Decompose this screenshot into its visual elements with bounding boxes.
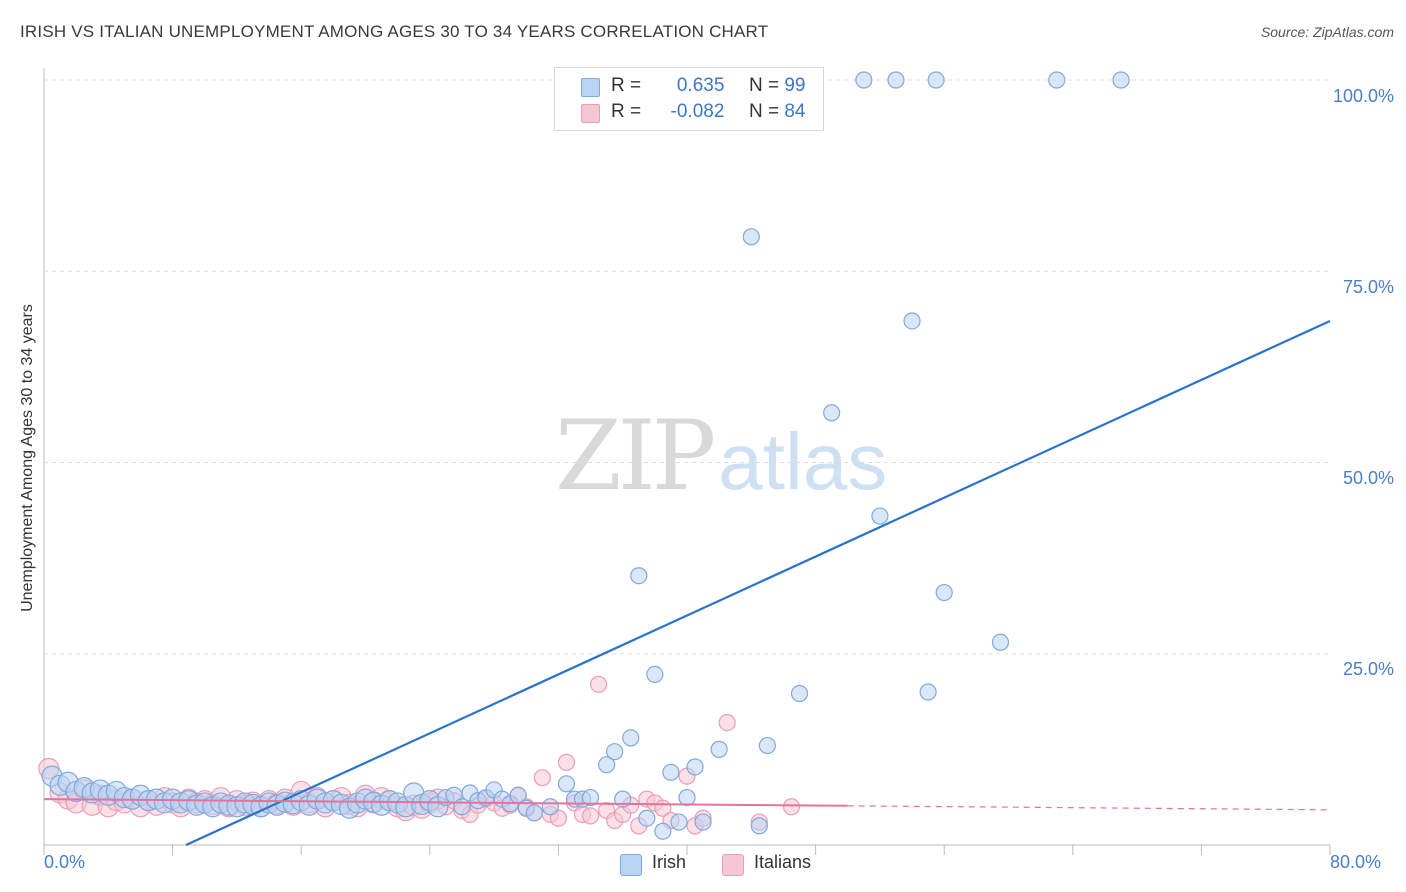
italians-n-label: N = xyxy=(748,101,780,122)
y-tick-label: 50.0% xyxy=(1342,468,1394,488)
irish-point xyxy=(670,813,688,831)
italians-point xyxy=(589,675,608,693)
italians-legend-label: Italians xyxy=(754,852,812,872)
irish-r-label: R = xyxy=(611,75,642,96)
irish-point xyxy=(606,743,624,761)
source-credit: Source: ZipAtlas.com xyxy=(1260,24,1394,40)
italians-legend-swatch xyxy=(722,854,744,876)
irish-point xyxy=(710,740,728,758)
y-tick-label: 100.0% xyxy=(1332,86,1394,106)
irish-trend-line xyxy=(185,319,1331,847)
irish-n-value: 99 xyxy=(784,75,806,96)
irish-point xyxy=(991,633,1010,651)
italians-point xyxy=(581,807,600,825)
irish-point xyxy=(1112,71,1130,89)
irish-n-label: N = xyxy=(748,75,780,96)
watermark-atlas: atlas xyxy=(718,417,888,506)
irish-point xyxy=(654,822,672,840)
x-tick-label: 80.0% xyxy=(1330,852,1382,872)
irish-point xyxy=(678,788,696,807)
italians-swatch xyxy=(581,104,600,123)
italians-point xyxy=(557,753,576,771)
irish-point xyxy=(903,312,921,330)
y-axis-label-wrap: Unemployment Among Ages 30 to 34 years xyxy=(0,0,56,892)
irish-point xyxy=(871,507,889,525)
irish-point xyxy=(541,798,559,816)
irish-point xyxy=(581,788,600,807)
italians-r-value: -0.082 xyxy=(670,101,725,122)
irish-point xyxy=(525,804,543,822)
watermark-zip: ZIP xyxy=(555,400,716,512)
irish-point xyxy=(919,683,937,701)
chart-title: IRISH VS ITALIAN UNEMPLOYMENT AMONG AGES… xyxy=(20,22,769,41)
italians-point xyxy=(718,713,736,732)
watermark: ZIPatlas xyxy=(555,400,887,512)
y-axis-label: Unemployment Among Ages 30 to 34 years xyxy=(19,304,36,612)
irish-point xyxy=(927,71,945,89)
irish-point xyxy=(646,665,664,684)
x-tick-label: 0.0% xyxy=(44,852,86,872)
irish-point xyxy=(855,71,873,89)
irish-point xyxy=(1048,71,1066,89)
irish-point xyxy=(823,404,841,422)
irish-legend-label: Irish xyxy=(652,852,687,872)
irish-point xyxy=(622,729,640,747)
italians-r-label: R = xyxy=(611,101,642,122)
irish-point xyxy=(790,684,809,703)
irish-point xyxy=(742,228,760,246)
irish-point xyxy=(758,736,776,755)
y-tick-label: 75.0% xyxy=(1342,277,1394,297)
irish-point xyxy=(630,567,648,585)
italians-point xyxy=(782,798,801,816)
italians-point xyxy=(533,769,551,787)
irish-point xyxy=(557,775,576,793)
irish-point xyxy=(686,758,704,776)
irish-swatch xyxy=(581,78,600,97)
irish-legend-swatch xyxy=(620,854,642,876)
correlation-legend: R = 0.635 N = 99 R = -0.082 N = 84 xyxy=(554,67,824,131)
irish-point xyxy=(694,813,712,831)
irish-point xyxy=(935,583,953,602)
irish-point xyxy=(662,763,680,781)
irish-point xyxy=(638,809,656,827)
italians-trend-extension xyxy=(847,805,1331,811)
irish-point xyxy=(598,756,616,774)
italians-trend-line xyxy=(43,798,848,807)
irish-r-value: 0.635 xyxy=(676,75,725,96)
y-tick-label: 25.0% xyxy=(1342,659,1394,679)
irish-point xyxy=(750,817,768,835)
italians-n-value: 84 xyxy=(784,101,806,122)
irish-point xyxy=(887,71,905,89)
